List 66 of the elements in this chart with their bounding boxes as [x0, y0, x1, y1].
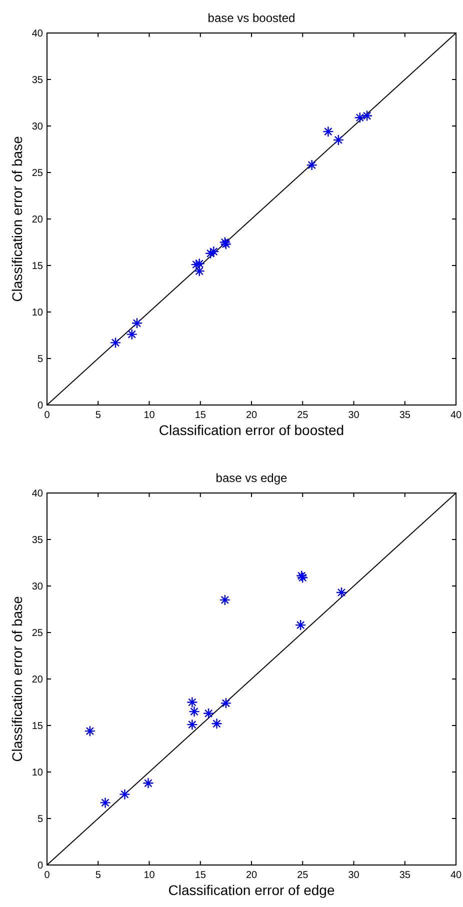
point [211, 718, 222, 730]
point [190, 258, 202, 270]
y-tick-label: 30 [32, 122, 44, 132]
x-tick-label: 20 [246, 410, 258, 421]
point [205, 248, 216, 260]
x-axis-title: Classification error of boosted [158, 422, 344, 438]
x-tick-label: 30 [348, 870, 360, 881]
y-tick-label: 0 [37, 400, 44, 412]
y-tick-label: 25 [32, 628, 44, 639]
y-tick-label: 15 [32, 721, 44, 732]
x-tick-label: 0 [44, 870, 50, 881]
y-tick-label: 15 [32, 261, 44, 272]
y-tick-label: 10 [32, 308, 44, 318]
x-tick-label: 5 [95, 870, 102, 881]
point [110, 337, 122, 348]
x-tick-label: 40 [450, 410, 462, 421]
y-tick-label: 10 [32, 768, 44, 778]
x-axis-title: Classification error of edge [168, 882, 335, 898]
x-tick-label: 15 [194, 410, 206, 421]
point [84, 725, 96, 737]
point [294, 619, 306, 631]
y-tick-label: 25 [32, 168, 44, 179]
y-tick-label: 40 [32, 28, 44, 40]
point [306, 159, 318, 171]
x-tick-label: 35 [399, 410, 411, 421]
x-tick-label: 0 [44, 410, 50, 421]
y-tick-label: 20 [32, 214, 44, 226]
point [186, 718, 198, 730]
point [208, 246, 220, 258]
y-tick-label: 35 [32, 535, 44, 546]
point [322, 126, 334, 138]
x-tick-label: 15 [194, 870, 206, 881]
point [119, 788, 130, 800]
point [100, 797, 111, 808]
y-tick-label: 20 [32, 674, 44, 686]
point [194, 258, 205, 270]
point [194, 265, 205, 277]
y-tick-label: 35 [32, 75, 44, 86]
x-tick-label: 35 [399, 870, 411, 881]
y-tick-label: 30 [32, 582, 44, 592]
x-tick-label: 5 [95, 410, 102, 421]
y-tick-label: 5 [37, 354, 44, 365]
x-tick-label: 25 [297, 410, 309, 421]
y-tick-label: 5 [37, 814, 44, 825]
x-tick-label: 30 [348, 410, 360, 421]
x-tick-label: 25 [297, 870, 309, 881]
point [142, 778, 154, 789]
y-axis-title: Classification error of base [9, 136, 25, 302]
point [220, 698, 232, 709]
point [126, 328, 138, 340]
point [219, 594, 231, 606]
x-tick-label: 10 [144, 870, 156, 881]
x-tick-label: 10 [144, 410, 156, 421]
point [188, 706, 200, 718]
point [202, 708, 214, 720]
x-tick-label: 40 [450, 870, 462, 881]
y-tick-label: 0 [37, 860, 44, 872]
y-tick-label: 40 [32, 488, 44, 500]
y-axis-title: Classification error of base [9, 596, 25, 762]
point [186, 696, 198, 708]
chart-title: base vs boosted [208, 11, 296, 25]
point [131, 318, 143, 329]
chart-title: base vs edge [216, 471, 288, 485]
x-tick-label: 20 [246, 870, 258, 881]
point [336, 586, 348, 598]
point [332, 134, 344, 146]
